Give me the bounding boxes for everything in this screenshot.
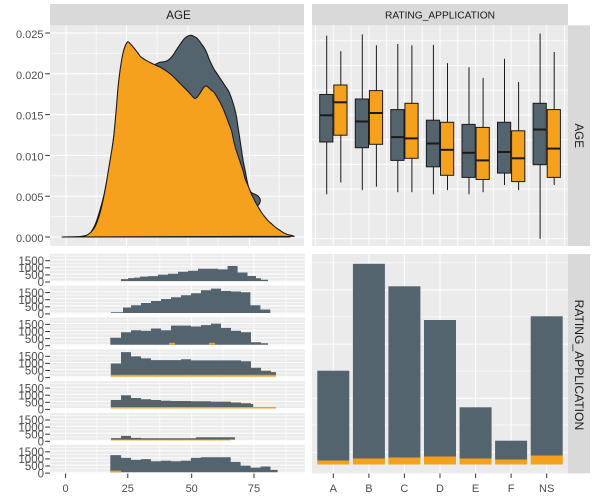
- svg-text:0: 0: [38, 373, 44, 385]
- svg-text:C: C: [400, 483, 408, 495]
- svg-text:1000: 1000: [18, 454, 44, 466]
- svg-text:0.020: 0.020: [16, 70, 44, 82]
- svg-text:1000: 1000: [18, 263, 44, 275]
- svg-text:1500: 1500: [18, 447, 44, 459]
- svg-text:B: B: [365, 483, 372, 495]
- svg-text:500: 500: [25, 461, 44, 473]
- svg-text:NS: NS: [539, 483, 554, 495]
- svg-text:RATING_APPLICATION: RATING_APPLICATION: [572, 300, 586, 431]
- svg-text:1500: 1500: [18, 352, 44, 364]
- svg-text:1500: 1500: [18, 415, 44, 427]
- svg-text:1500: 1500: [18, 383, 44, 395]
- svg-text:0.015: 0.015: [16, 111, 44, 123]
- svg-text:0.005: 0.005: [16, 192, 44, 204]
- svg-text:500: 500: [25, 270, 44, 282]
- svg-text:50: 50: [186, 483, 198, 495]
- svg-text:1000: 1000: [18, 359, 44, 371]
- svg-text:500: 500: [25, 334, 44, 346]
- svg-text:1000: 1000: [18, 295, 44, 307]
- svg-text:0: 0: [38, 309, 44, 321]
- svg-text:75: 75: [248, 483, 260, 495]
- svg-text:500: 500: [25, 398, 44, 410]
- svg-text:0: 0: [38, 341, 44, 353]
- svg-text:0.025: 0.025: [16, 29, 44, 41]
- svg-text:0: 0: [38, 437, 44, 449]
- svg-text:F: F: [508, 483, 515, 495]
- svg-text:RATING_APPLICATION: RATING_APPLICATION: [385, 10, 495, 21]
- svg-text:A: A: [330, 483, 338, 495]
- svg-text:1000: 1000: [18, 390, 44, 402]
- svg-text:1500: 1500: [18, 320, 44, 332]
- svg-text:0: 0: [38, 468, 44, 480]
- svg-text:D: D: [436, 483, 444, 495]
- svg-text:500: 500: [25, 302, 44, 314]
- svg-text:1500: 1500: [18, 288, 44, 300]
- svg-text:1000: 1000: [18, 327, 44, 339]
- svg-text:E: E: [472, 483, 479, 495]
- svg-text:500: 500: [25, 429, 44, 441]
- svg-text:25: 25: [122, 483, 134, 495]
- svg-text:AGE: AGE: [572, 123, 585, 148]
- svg-text:0: 0: [38, 405, 44, 417]
- svg-text:0: 0: [63, 483, 69, 495]
- svg-text:0.000: 0.000: [16, 233, 44, 245]
- svg-text:AGE: AGE: [166, 9, 191, 22]
- svg-text:1000: 1000: [18, 422, 44, 434]
- svg-text:0.010: 0.010: [16, 151, 44, 163]
- svg-text:0: 0: [38, 277, 44, 289]
- svg-text:1500: 1500: [18, 256, 44, 268]
- svg-text:500: 500: [25, 366, 44, 378]
